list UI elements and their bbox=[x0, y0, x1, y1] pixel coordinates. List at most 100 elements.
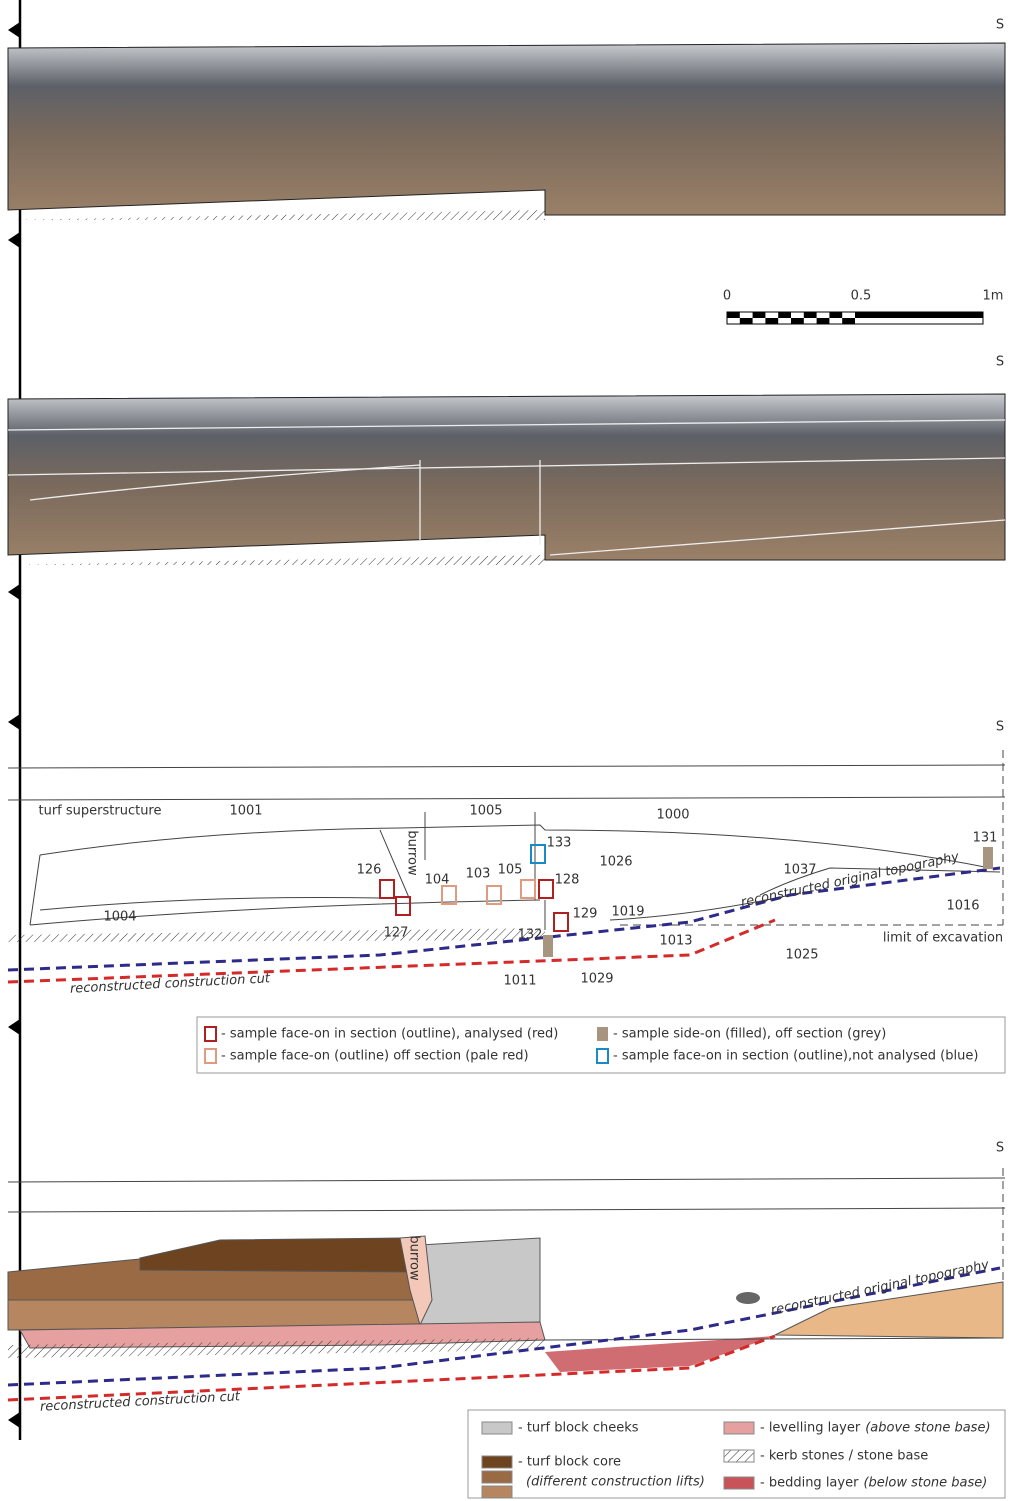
context-line bbox=[7, 457, 1006, 476]
section-line bbox=[29, 899, 541, 926]
sample-legend: - sample face-on in section (outline), a… bbox=[196, 1016, 1006, 1074]
section-label: burrow bbox=[405, 830, 420, 876]
section-label: 1037 bbox=[783, 863, 816, 878]
legend-text: - bedding layer bbox=[760, 1476, 859, 1491]
legend-swatch bbox=[204, 1026, 217, 1042]
north-label: S bbox=[996, 18, 1004, 33]
section-label: 127 bbox=[384, 926, 409, 941]
marker bbox=[8, 232, 20, 248]
legend-swatch bbox=[481, 1470, 513, 1484]
sample-side bbox=[983, 847, 993, 869]
bedding-layer bbox=[545, 1336, 775, 1372]
section-label: 133 bbox=[547, 836, 572, 851]
marker bbox=[8, 1412, 20, 1428]
legend-swatch bbox=[596, 1048, 609, 1064]
scale-segment bbox=[727, 312, 740, 318]
section-label: limit of excavation bbox=[883, 931, 1003, 946]
legend-swatch bbox=[204, 1048, 217, 1064]
section-label: 1011 bbox=[503, 974, 536, 989]
scale-segment bbox=[791, 318, 804, 324]
turf-core-upper bbox=[139, 1237, 421, 1273]
hatch-base bbox=[8, 928, 545, 942]
section-label: 1026 bbox=[599, 855, 632, 870]
section-label: 129 bbox=[573, 907, 598, 922]
scale-bar: 0 0.5 1m bbox=[723, 289, 1004, 325]
section-label: 105 bbox=[498, 863, 523, 878]
marker bbox=[8, 1019, 20, 1035]
legend-text: - levelling layer bbox=[760, 1421, 861, 1436]
scale-segment bbox=[842, 318, 855, 324]
section-line bbox=[7, 764, 1006, 769]
north-label: S bbox=[996, 1141, 1004, 1156]
north-label: S bbox=[996, 720, 1004, 735]
section-label: 1016 bbox=[946, 899, 979, 914]
scale-segment bbox=[829, 312, 843, 318]
turf-cheeks bbox=[419, 1237, 541, 1331]
marker bbox=[8, 22, 20, 38]
legend-text: - turf block core bbox=[518, 1455, 621, 1470]
topography-line bbox=[7, 1266, 1001, 1387]
legend-note: (different construction lifts) bbox=[526, 1475, 705, 1490]
section-line bbox=[39, 824, 991, 869]
section-label: 1000 bbox=[656, 808, 689, 823]
section-photo bbox=[7, 393, 1006, 561]
hatch-base bbox=[8, 1338, 545, 1358]
section-photo bbox=[7, 42, 1006, 216]
section-line bbox=[379, 829, 411, 901]
section-line bbox=[7, 1177, 1006, 1183]
section-line bbox=[759, 867, 1001, 896]
section-label: 104 bbox=[425, 873, 450, 888]
section-line bbox=[7, 796, 1006, 801]
interpretation-legend: - turf block cheeks - turf block core (dif… bbox=[467, 1409, 1006, 1499]
legend-swatch bbox=[597, 1027, 608, 1041]
topography-line bbox=[7, 866, 1001, 972]
legend-text: - sample face-on (outline) off section (… bbox=[221, 1049, 529, 1064]
legend-note: (above stone base) bbox=[865, 1421, 990, 1436]
section-line bbox=[7, 1207, 1006, 1213]
sample-side bbox=[543, 935, 553, 957]
section-label: 1025 bbox=[785, 948, 818, 963]
section-label: 128 bbox=[555, 873, 580, 888]
north-label: S bbox=[996, 355, 1004, 370]
sample-box bbox=[553, 912, 569, 932]
section-line bbox=[29, 854, 41, 926]
sample-box bbox=[441, 885, 457, 905]
context-line bbox=[29, 464, 421, 501]
section-label: 126 bbox=[357, 863, 382, 878]
section-label: 1005 bbox=[469, 804, 502, 819]
section-line bbox=[544, 1337, 1004, 1341]
stone-base-fill bbox=[774, 1281, 1004, 1339]
section-label: 103 bbox=[466, 867, 491, 882]
context-line bbox=[549, 519, 1006, 556]
legend-swatch bbox=[723, 1476, 755, 1490]
legend-text: - sample side-on (filled), off section (… bbox=[613, 1027, 886, 1042]
legend-swatch bbox=[481, 1455, 513, 1469]
scale-label: 1m bbox=[983, 289, 1004, 304]
scale-segment bbox=[855, 312, 983, 318]
legend-frame bbox=[196, 1016, 1006, 1074]
scale-label: 0.5 bbox=[851, 289, 872, 304]
section-label: 1004 bbox=[103, 910, 136, 925]
topography-label: reconstructed original topography bbox=[740, 849, 961, 910]
legend-text: - turf block cheeks bbox=[518, 1421, 639, 1436]
sample-box bbox=[379, 879, 395, 899]
sample-box bbox=[486, 885, 502, 905]
legend-text: - sample face-on in section (outline), a… bbox=[221, 1027, 558, 1042]
section-label: 1019 bbox=[611, 905, 644, 920]
burrow-label: burrow bbox=[407, 1235, 422, 1281]
section-label: turf superstructure bbox=[39, 804, 162, 819]
context-line bbox=[7, 419, 1006, 431]
sample-box bbox=[395, 896, 411, 916]
sample-box bbox=[520, 879, 536, 899]
excavation-limit bbox=[620, 750, 1004, 926]
scale-segment bbox=[778, 312, 791, 318]
legend-swatch bbox=[481, 1485, 513, 1499]
burrow bbox=[399, 1235, 433, 1327]
marker bbox=[8, 584, 20, 600]
marker bbox=[8, 714, 20, 730]
legend-swatch bbox=[723, 1449, 755, 1463]
stone bbox=[736, 1292, 760, 1304]
section-line bbox=[39, 897, 381, 911]
cut-line bbox=[7, 1334, 776, 1402]
